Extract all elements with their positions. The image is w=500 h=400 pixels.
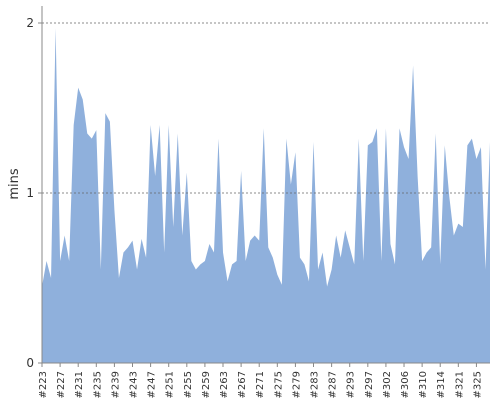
x-tick-label: #325: [472, 371, 483, 398]
x-tick-label: #271: [255, 371, 266, 398]
x-tick-label: #235: [92, 371, 103, 398]
x-tick-label: #275: [273, 371, 284, 398]
x-tick-label: #259: [201, 371, 212, 398]
x-tick-label: #287: [328, 371, 339, 398]
x-tick-label: #283: [310, 371, 321, 398]
x-tick-label: #255: [183, 371, 194, 398]
area: [42, 28, 490, 363]
x-tick-label: #243: [129, 371, 140, 398]
x-tick-label: #227: [56, 371, 67, 398]
x-tick-label: #267: [237, 371, 248, 398]
x-tick-label: #297: [364, 371, 375, 398]
x-tick-label: #306: [400, 371, 411, 398]
y-tick-label: 1: [26, 186, 34, 200]
x-tick-label: #321: [454, 371, 465, 398]
x-tick-label: #263: [219, 371, 230, 398]
y-tick-label: 2: [26, 16, 34, 30]
x-tick-label: #310: [418, 371, 429, 398]
x-tick-label: #239: [110, 371, 121, 398]
x-tick-label: #314: [436, 371, 447, 398]
x-tick-label: #279: [291, 371, 302, 398]
x-tick-label: #251: [165, 371, 176, 398]
x-tick-label: #231: [74, 371, 85, 398]
x-tick-label: #223: [38, 371, 49, 398]
x-tick-label: #247: [147, 371, 158, 398]
x-tick-label: #293: [346, 371, 357, 398]
y-tick-label: 0: [26, 356, 34, 370]
x-tick-label: #302: [382, 371, 393, 398]
y-axis-label: mins: [7, 168, 22, 200]
